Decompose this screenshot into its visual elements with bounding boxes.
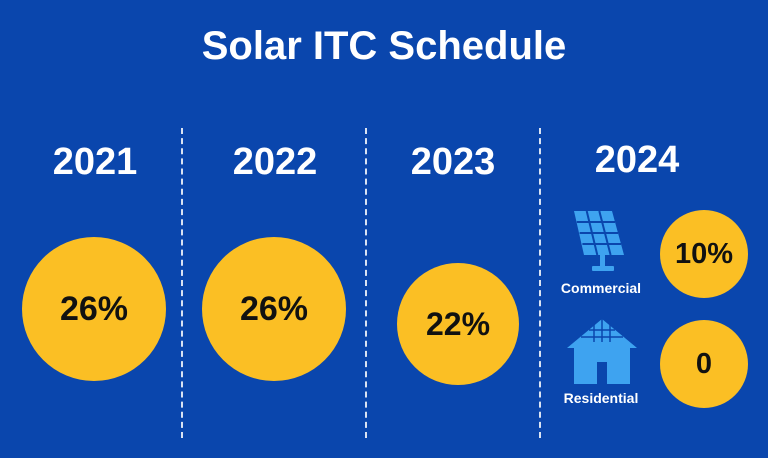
house-icon [564,316,640,386]
year-2023-rate-circle: 22% [397,263,519,385]
commercial-rate: 10% [674,237,734,270]
column-divider [365,128,367,438]
column-divider [181,128,183,438]
commercial-rate-circle: 10% [660,210,748,298]
year-2021-rate: 26% [59,289,129,328]
column-divider [539,128,541,438]
year-2021-label: 2021 [52,141,138,183]
solar-panel-icon [566,209,628,275]
year-2022-label: 2022 [232,141,318,183]
commercial-label: Commercial [560,280,642,296]
year-2021-rate-circle: 26% [22,237,166,381]
residential-rate: 0 [695,347,713,380]
year-2023-rate: 22% [425,305,491,342]
year-2023-label: 2023 [410,141,496,183]
year-2024-label: 2024 [594,139,680,181]
year-2022-rate-circle: 26% [202,237,346,381]
residential-label: Residential [563,390,639,406]
year-2022-rate: 26% [239,289,309,328]
residential-rate-circle: 0 [660,320,748,408]
page-title: Solar ITC Schedule [201,24,567,68]
